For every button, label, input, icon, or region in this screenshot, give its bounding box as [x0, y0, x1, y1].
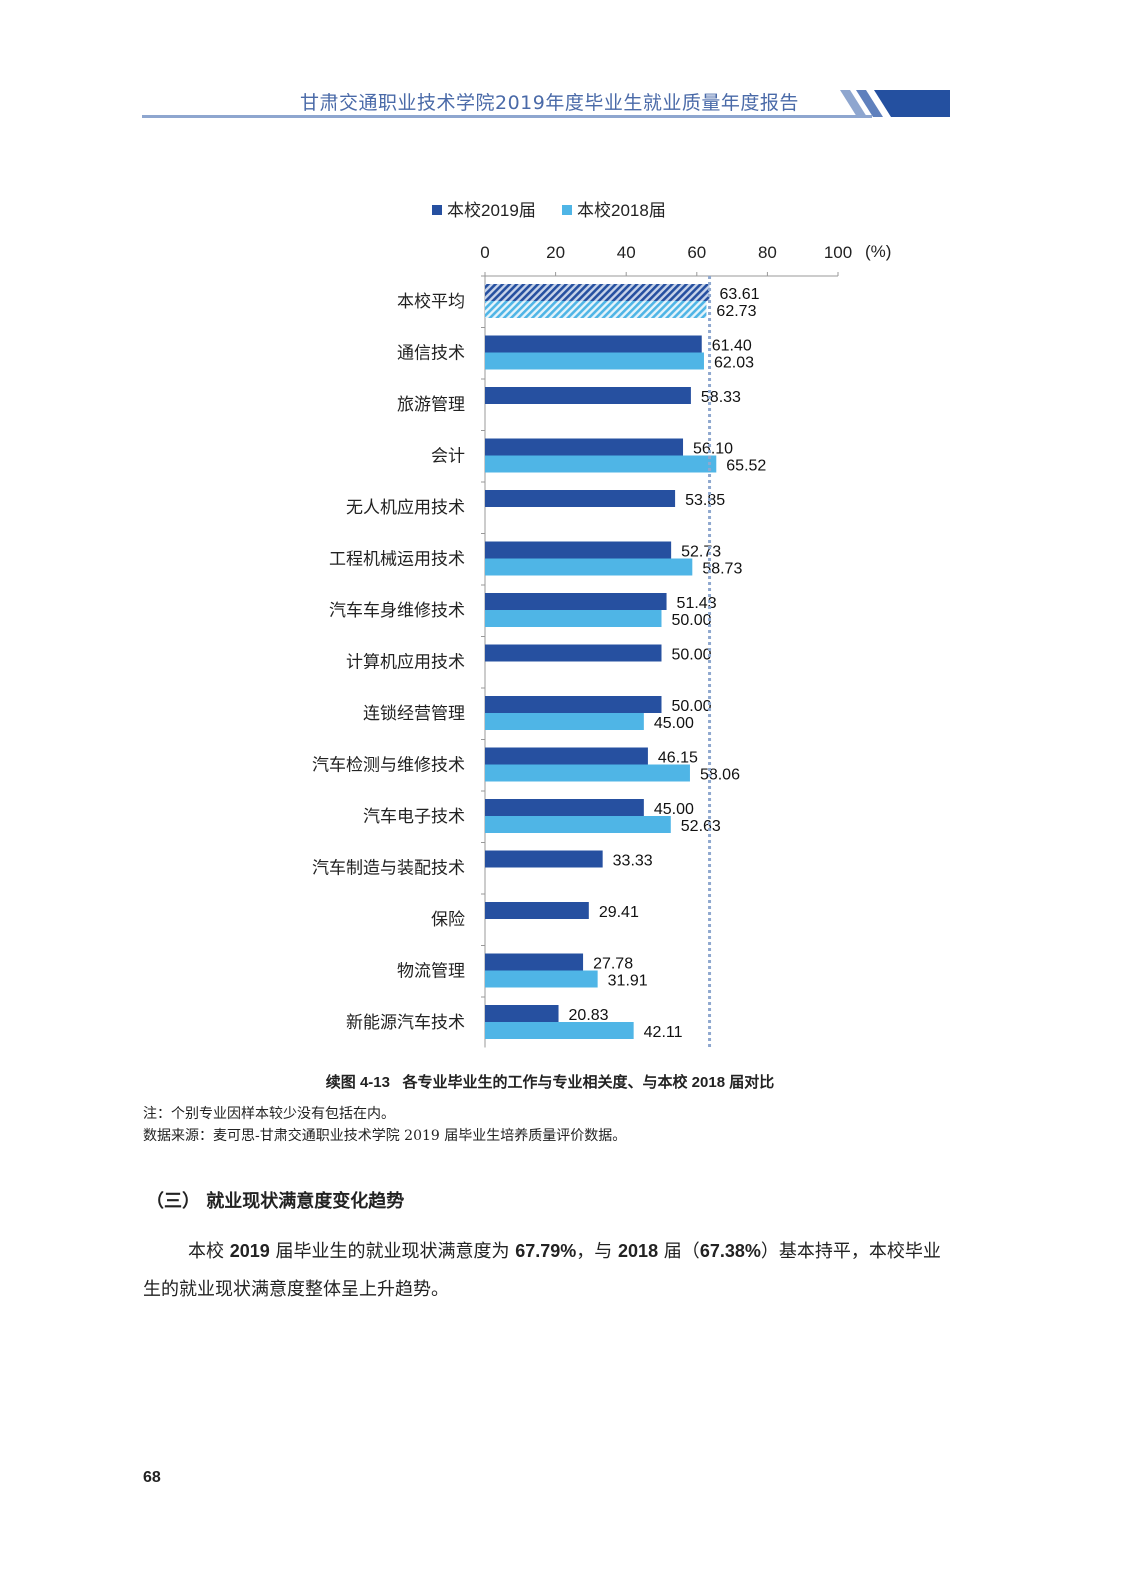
bar-2019 — [485, 953, 584, 971]
caption-label: 续图 4-13 — [325, 1074, 390, 1091]
bar-2018 — [485, 455, 717, 473]
data-label: 50.00 — [672, 647, 712, 664]
legend-label: 本校2019届 — [447, 201, 536, 220]
data-label: 58.06 — [700, 767, 740, 784]
bar-2019 — [485, 490, 676, 507]
bar-2018 — [485, 764, 690, 782]
data-label: 52.63 — [681, 818, 721, 835]
category-label: 旅游管理 — [397, 395, 465, 415]
bar-2019 — [485, 644, 662, 662]
data-label: 50.00 — [672, 698, 712, 715]
data-label: 52.73 — [681, 544, 721, 561]
legend-swatch — [432, 205, 442, 215]
data-label: 20.83 — [569, 1007, 609, 1024]
data-label: 29.41 — [599, 904, 639, 921]
legend-swatch — [562, 205, 572, 215]
category-label: 保险 — [431, 910, 465, 930]
bar-2018 — [485, 970, 598, 988]
data-label: 56.10 — [693, 441, 733, 458]
bar-2019 — [485, 438, 684, 456]
bar-2019 — [485, 696, 662, 713]
data-label: 31.91 — [608, 973, 648, 990]
bar-2019 — [485, 747, 648, 765]
data-label: 27.78 — [593, 956, 633, 973]
bar-2019 — [485, 335, 702, 353]
data-label: 65.52 — [726, 458, 766, 475]
data-label: 42.11 — [644, 1024, 683, 1041]
bar-2019 — [485, 541, 672, 559]
note: 注：个别专业因样本较少没有包括在内。 — [143, 1106, 395, 1122]
category-label: 物流管理 — [397, 962, 465, 982]
category-label: 汽车检测与维修技术 — [312, 756, 465, 776]
category-label: 汽车制造与装配技术 — [312, 859, 465, 879]
x-tick-label: 100 — [824, 243, 852, 262]
x-tick-label: 20 — [546, 243, 565, 262]
data-label: 46.15 — [658, 750, 698, 767]
category-label: 本校平均 — [397, 292, 465, 312]
bar-2019 — [485, 593, 667, 610]
legend-label: 本校2018届 — [577, 201, 666, 220]
body-paragraph: 本校 2019 届毕业生的就业现状满意度为 67.79%，与 2018 届（67… — [143, 1241, 941, 1300]
page-number: 68 — [143, 1469, 161, 1486]
bar-2018 — [485, 1022, 634, 1039]
bar-2018 — [485, 610, 662, 627]
category-label: 工程机械运用技术 — [329, 550, 465, 570]
caption-text: 各专业毕业生的工作与专业相关度、与本校 2018 届对比 — [402, 1074, 775, 1091]
bar-chart: 本校2019届 本校2018届 0 20 40 60 80 100 (%) 本校平均 63.61… — [312, 201, 891, 1048]
data-source: 数据来源：麦可思-甘肃交通职业技术学院 2019 届毕业生培养质量评价数据。 — [143, 1128, 627, 1144]
category-label: 汽车电子技术 — [363, 807, 465, 827]
header-title: 甘肃交通职业技术学院2019年度毕业生就业质量年度报告 — [300, 92, 799, 114]
data-label: 45.00 — [654, 801, 694, 818]
data-label: 63.61 — [720, 286, 760, 303]
bar-2018 — [485, 352, 704, 370]
x-axis: 0 20 40 60 80 100 (%) — [480, 242, 891, 1048]
data-label: 51.43 — [677, 595, 717, 612]
data-label: 62.03 — [714, 355, 754, 372]
x-tick-label: 0 — [480, 243, 489, 262]
figure-caption: 续图 4-13 各专业毕业生的工作与专业相关度、与本校 2018 届对比 — [0, 1071, 1100, 1092]
bar-2019 — [485, 387, 691, 404]
data-label: 50.00 — [672, 612, 712, 629]
category-label: 通信技术 — [397, 344, 465, 364]
data-label: 61.40 — [712, 338, 752, 355]
category-label: 计算机应用技术 — [346, 653, 465, 673]
bar-2018 — [485, 301, 707, 318]
data-label: 33.33 — [613, 853, 653, 870]
data-label: 58.73 — [702, 561, 742, 578]
header-stripe-decoration — [840, 90, 950, 117]
chart-legend: 本校2019届 本校2018届 — [432, 201, 666, 220]
data-label: 53.85 — [685, 492, 725, 509]
x-tick-label: 40 — [617, 243, 636, 262]
x-tick-label: 60 — [687, 243, 706, 262]
bar-2019 — [485, 799, 644, 816]
bar-2019 — [485, 284, 710, 301]
category-label: 无人机应用技术 — [346, 498, 465, 518]
data-label: 45.00 — [654, 715, 694, 732]
category-label: 会计 — [431, 447, 465, 467]
section-heading: （三） 就业现状满意度变化趋势 — [146, 1191, 405, 1212]
bar-2018 — [485, 816, 671, 833]
category-label: 新能源汽车技术 — [346, 1013, 465, 1033]
x-tick-label: 80 — [758, 243, 777, 262]
category-label: 连锁经营管理 — [363, 704, 465, 724]
data-label: 58.33 — [701, 389, 741, 406]
bar-2018 — [485, 558, 693, 576]
bar-2018 — [485, 713, 644, 730]
data-label: 62.73 — [716, 303, 756, 320]
header-rule — [142, 115, 872, 118]
x-axis-unit: (%) — [865, 242, 891, 261]
bar-2019 — [485, 1005, 559, 1022]
category-label: 汽车车身维修技术 — [329, 601, 465, 621]
bar-2019 — [485, 850, 603, 868]
bar-2019 — [485, 902, 589, 919]
